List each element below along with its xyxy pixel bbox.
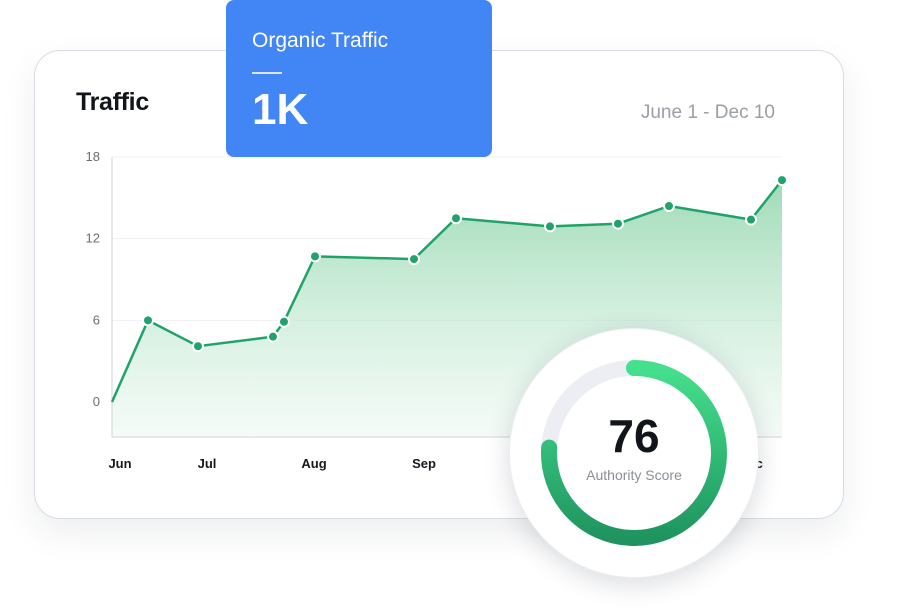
- authority-score-value: 76: [608, 410, 660, 462]
- y-tick-label: 12: [86, 231, 100, 246]
- organic-traffic-value: 1K: [252, 85, 309, 134]
- gauge-progress-arc: [541, 360, 727, 546]
- y-tick-label: 6: [93, 312, 100, 327]
- authority-score-label: Authority Score: [586, 467, 682, 483]
- organic-traffic-box: Organic Traffic 1K: [226, 0, 492, 157]
- data-point[interactable]: [142, 314, 154, 327]
- date-range[interactable]: June 1 - Dec 10: [640, 102, 775, 123]
- data-point[interactable]: [278, 315, 290, 328]
- data-point[interactable]: [745, 213, 757, 226]
- y-tick-label: 0: [93, 394, 100, 409]
- divider: [252, 72, 282, 74]
- data-point[interactable]: [612, 217, 624, 230]
- data-point[interactable]: [544, 220, 556, 233]
- data-point[interactable]: [776, 174, 788, 187]
- x-tick-label: Aug: [301, 456, 326, 471]
- data-point[interactable]: [309, 250, 321, 263]
- data-point[interactable]: [267, 330, 279, 343]
- data-point[interactable]: [450, 212, 462, 225]
- y-tick-label: 18: [86, 149, 100, 164]
- x-tick-label: Jun: [108, 456, 131, 471]
- authority-score-gauge: [541, 360, 727, 546]
- data-point[interactable]: [408, 253, 420, 266]
- data-point[interactable]: [192, 340, 204, 353]
- authority-score-widget: 76 Authority Score: [509, 328, 759, 578]
- data-point[interactable]: [663, 200, 675, 212]
- card-title: Traffic: [76, 88, 149, 116]
- x-tick-label: Sep: [412, 456, 436, 471]
- organic-traffic-label: Organic Traffic: [252, 29, 389, 52]
- x-tick-label: Jul: [198, 456, 217, 471]
